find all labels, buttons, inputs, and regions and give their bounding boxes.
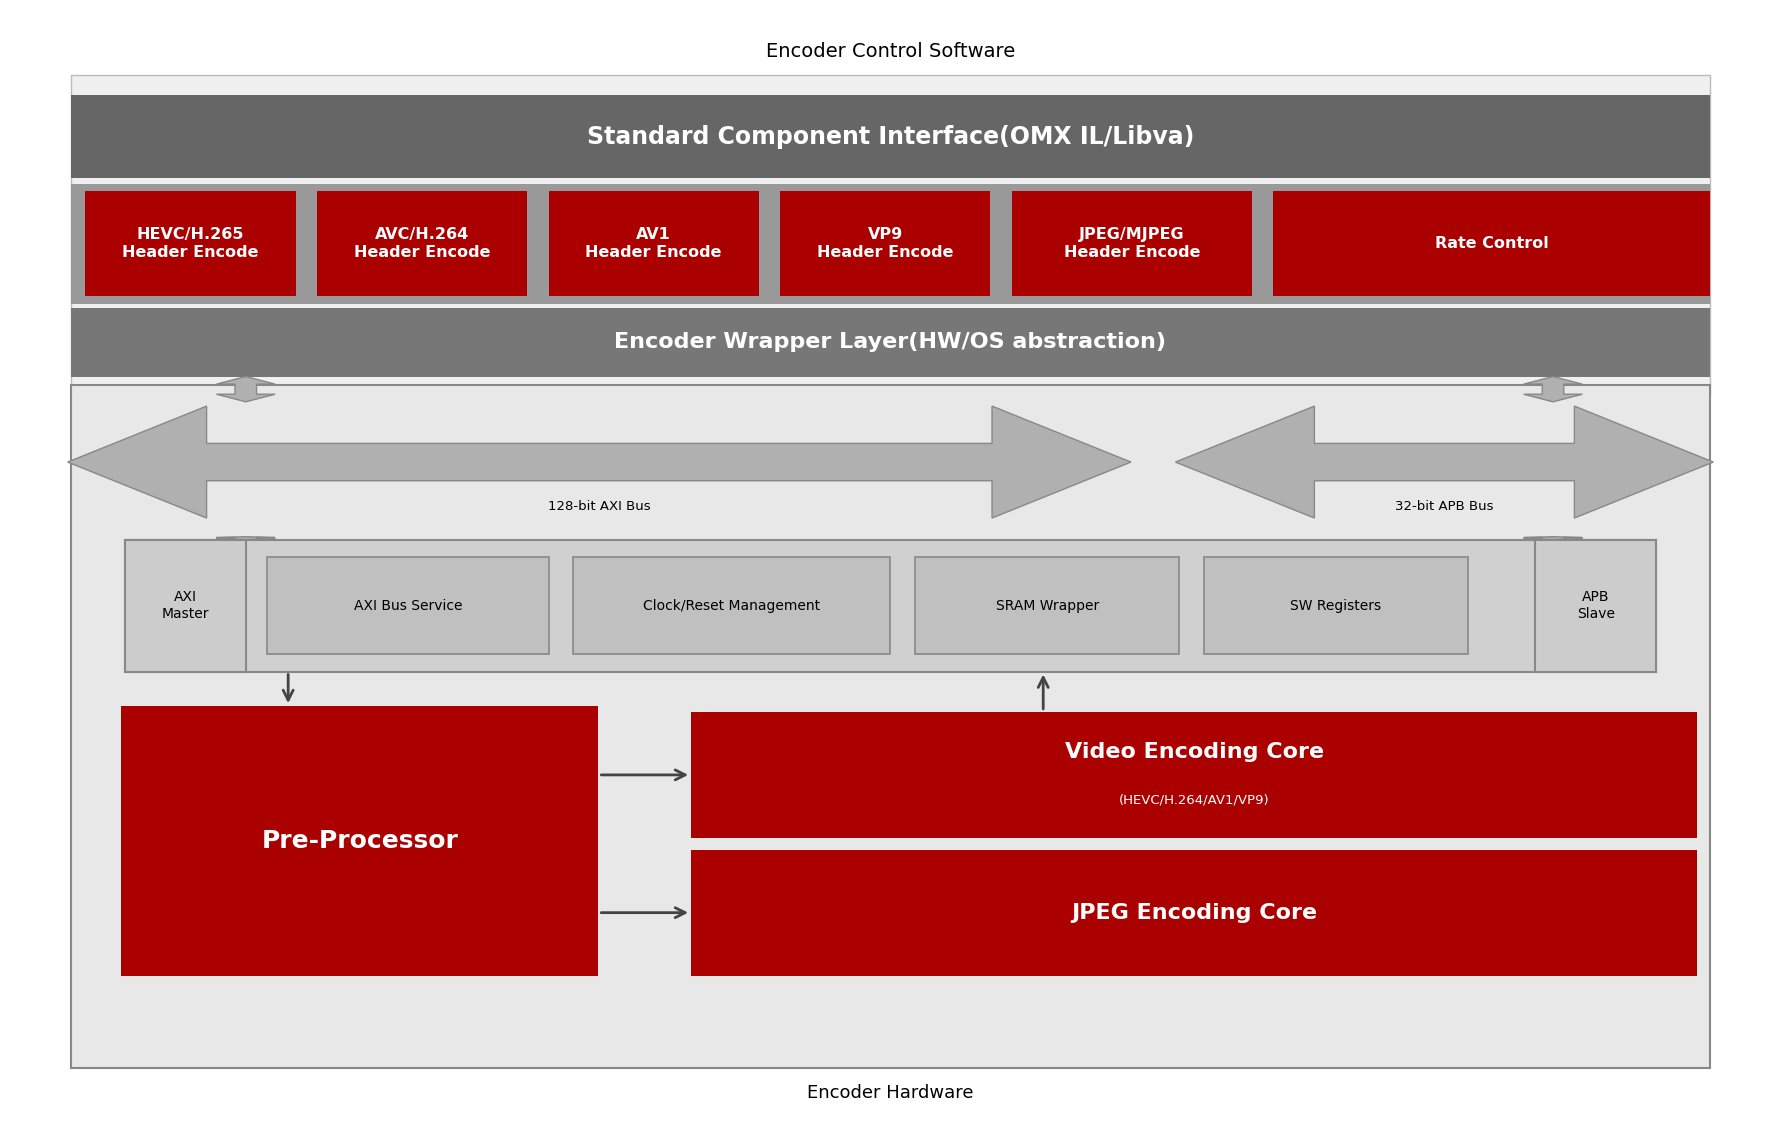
- Text: Encoder Wrapper Layer(HW/OS abstraction): Encoder Wrapper Layer(HW/OS abstraction): [614, 332, 1166, 352]
- FancyBboxPatch shape: [71, 95, 1709, 178]
- FancyBboxPatch shape: [71, 385, 1709, 1068]
- FancyBboxPatch shape: [548, 191, 758, 296]
- Polygon shape: [217, 537, 276, 540]
- FancyBboxPatch shape: [1011, 191, 1251, 296]
- Polygon shape: [1522, 377, 1581, 402]
- FancyBboxPatch shape: [267, 557, 548, 654]
- Text: AV1
Header Encode: AV1 Header Encode: [586, 227, 721, 259]
- Text: JPEG/MJPEG
Header Encode: JPEG/MJPEG Header Encode: [1063, 227, 1200, 259]
- FancyBboxPatch shape: [1534, 540, 1655, 672]
- FancyBboxPatch shape: [71, 308, 1709, 377]
- FancyBboxPatch shape: [317, 191, 527, 296]
- FancyBboxPatch shape: [125, 540, 1655, 672]
- Text: VP9
Header Encode: VP9 Header Encode: [817, 227, 952, 259]
- FancyBboxPatch shape: [71, 75, 1709, 396]
- Text: 128-bit AXI Bus: 128-bit AXI Bus: [548, 501, 650, 513]
- FancyBboxPatch shape: [691, 712, 1696, 838]
- Polygon shape: [1175, 406, 1712, 518]
- Text: AVC/H.264
Header Encode: AVC/H.264 Header Encode: [354, 227, 490, 259]
- Text: Video Encoding Core: Video Encoding Core: [1064, 742, 1323, 762]
- Text: Clock/Reset Management: Clock/Reset Management: [643, 598, 821, 613]
- FancyBboxPatch shape: [1203, 557, 1467, 654]
- FancyBboxPatch shape: [915, 557, 1178, 654]
- Text: 32-bit APB Bus: 32-bit APB Bus: [1394, 501, 1493, 513]
- Polygon shape: [68, 406, 1130, 518]
- FancyBboxPatch shape: [121, 706, 598, 976]
- FancyBboxPatch shape: [125, 540, 246, 672]
- Text: Encoder Control Software: Encoder Control Software: [765, 42, 1015, 61]
- Text: JPEG Encoding Core: JPEG Encoding Core: [1070, 902, 1317, 923]
- Text: AXI
Master: AXI Master: [162, 590, 208, 621]
- Text: Standard Component Interface(OMX IL/Libva): Standard Component Interface(OMX IL/Libv…: [586, 125, 1194, 148]
- Text: Rate Control: Rate Control: [1435, 235, 1547, 251]
- Polygon shape: [217, 377, 276, 402]
- FancyBboxPatch shape: [691, 850, 1696, 976]
- Text: HEVC/H.265
Header Encode: HEVC/H.265 Header Encode: [123, 227, 258, 259]
- FancyBboxPatch shape: [780, 191, 990, 296]
- Text: SW Registers: SW Registers: [1289, 598, 1381, 613]
- FancyBboxPatch shape: [71, 184, 1709, 304]
- FancyBboxPatch shape: [573, 557, 890, 654]
- Text: SRAM Wrapper: SRAM Wrapper: [995, 598, 1098, 613]
- FancyBboxPatch shape: [1273, 191, 1709, 296]
- FancyBboxPatch shape: [85, 191, 295, 296]
- Text: (HEVC/H.264/AV1/VP9): (HEVC/H.264/AV1/VP9): [1118, 793, 1269, 807]
- Text: APB
Slave: APB Slave: [1575, 590, 1614, 621]
- Text: Encoder Hardware: Encoder Hardware: [806, 1084, 974, 1102]
- Text: Pre-Processor: Pre-Processor: [262, 829, 457, 853]
- Text: AXI Bus Service: AXI Bus Service: [354, 598, 461, 613]
- Polygon shape: [1522, 537, 1581, 540]
